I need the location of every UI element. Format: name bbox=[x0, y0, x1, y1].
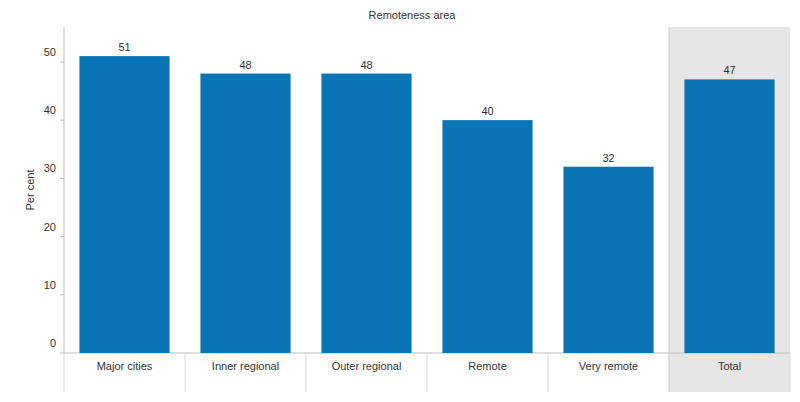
summary-panel bbox=[669, 27, 790, 392]
data-label: 48 bbox=[239, 59, 251, 71]
x-tick-label: Outer regional bbox=[332, 360, 402, 372]
bar bbox=[442, 120, 532, 353]
y-tick bbox=[60, 236, 64, 237]
bar bbox=[321, 74, 411, 353]
bar bbox=[200, 74, 290, 353]
y-tick-label: 50 bbox=[44, 46, 56, 58]
marks-group bbox=[79, 56, 774, 353]
y-tick-label: 40 bbox=[44, 104, 56, 116]
y-axis-line bbox=[64, 27, 65, 353]
labels-group: 51 48 48 40 32 47 bbox=[118, 41, 735, 164]
y-tick bbox=[60, 61, 64, 62]
y-tick bbox=[60, 120, 64, 121]
x-tick-label: Major cities bbox=[97, 360, 153, 372]
y-tick bbox=[60, 353, 64, 354]
x-tick-label: Inner regional bbox=[212, 360, 279, 372]
bar bbox=[79, 56, 169, 353]
y-tick-label: 30 bbox=[44, 162, 56, 174]
y-tick-label: 10 bbox=[44, 279, 56, 291]
panel-divider bbox=[669, 27, 670, 392]
chart-svg: Remoteness area Per cent 0 10 20 30 40 50 51 48 48… bbox=[0, 0, 800, 402]
category-separator bbox=[548, 353, 549, 392]
data-label: 32 bbox=[602, 152, 614, 164]
data-label: 40 bbox=[481, 105, 493, 117]
x-tick-label: Remote bbox=[468, 360, 507, 372]
bar bbox=[684, 79, 774, 353]
category-separator bbox=[64, 353, 65, 392]
category-separator bbox=[185, 353, 186, 392]
x-tick-label: Total bbox=[718, 360, 741, 372]
y-axis-label: Per cent bbox=[24, 170, 36, 211]
bar bbox=[563, 167, 653, 353]
category-separator bbox=[427, 353, 428, 392]
data-label: 47 bbox=[723, 64, 735, 76]
chart-container: Remoteness area Per cent 0 10 20 30 40 50 51 48 48… bbox=[0, 0, 800, 402]
y-tick-label: 20 bbox=[44, 221, 56, 233]
y-tick bbox=[60, 178, 64, 179]
y-tick bbox=[60, 294, 64, 295]
data-label: 51 bbox=[118, 41, 130, 53]
y-tick-label: 0 bbox=[50, 337, 56, 349]
category-separator bbox=[790, 353, 791, 392]
category-separator bbox=[669, 353, 670, 392]
data-label: 48 bbox=[360, 59, 372, 71]
x-tick-label: Very remote bbox=[579, 360, 638, 372]
chart-title: Remoteness area bbox=[369, 9, 457, 21]
category-separator bbox=[306, 353, 307, 392]
